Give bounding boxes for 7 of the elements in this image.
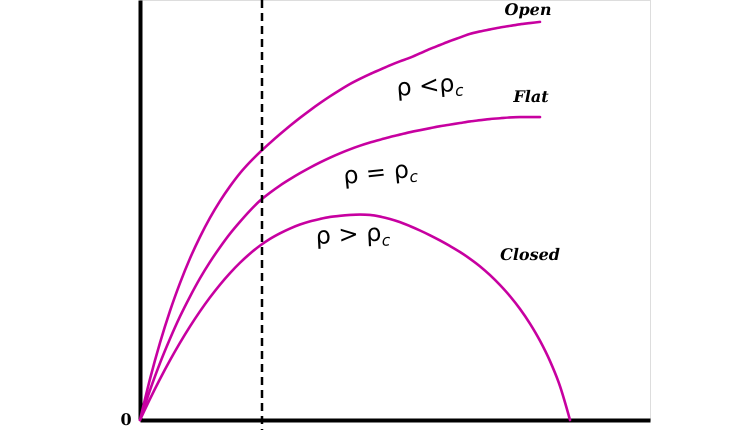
annotation: ρ = ρc [342,155,420,190]
series-label: Closed [500,245,560,264]
annotation: ρ <ρc [395,69,465,102]
series-label: Flat [512,87,550,106]
text: 0 [120,410,132,429]
series-label: Open [504,0,552,19]
annotation: ρ > ρc [314,218,392,250]
